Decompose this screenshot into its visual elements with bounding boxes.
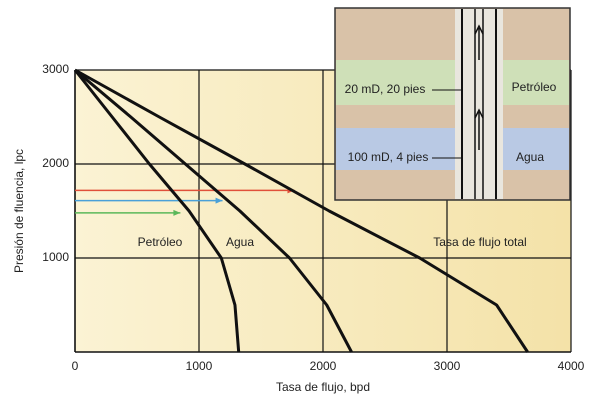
curve-label: Agua [226, 235, 254, 249]
oil-zone [336, 60, 569, 105]
inset-label: Agua [516, 150, 544, 164]
x-tick-label: 0 [72, 359, 79, 373]
x-axis-title: Tasa de flujo, bpd [276, 380, 370, 394]
y-tick-label: 2000 [42, 156, 69, 170]
curve [74, 68, 529, 353]
x-tick-label: 2000 [310, 359, 337, 373]
curve-label: Tasa de flujo total [433, 235, 526, 249]
y-tick-label: 3000 [42, 62, 69, 76]
inset: 20 mD, 20 pies Petróleo 100 mD, 4 pies A… [334, 7, 571, 201]
x-tick-label: 1000 [186, 359, 213, 373]
flow-arrow [474, 24, 484, 150]
x-tick-label: 4000 [558, 359, 585, 373]
curve-label: Petróleo [138, 235, 183, 249]
x-tick-label: 3000 [434, 359, 461, 373]
inset-label: Petróleo [512, 80, 557, 94]
inset-label: 20 mD, 20 pies [345, 82, 426, 96]
arrow-head [215, 197, 223, 204]
water-zone [336, 128, 569, 170]
curve [73, 69, 241, 353]
curve [74, 68, 353, 353]
y-axis-title: Presión de fluencia, lpc [12, 149, 26, 273]
inset-label: 100 mD, 4 pies [348, 150, 429, 164]
arrow-head [173, 209, 181, 216]
y-tick-label: 1000 [42, 250, 69, 264]
